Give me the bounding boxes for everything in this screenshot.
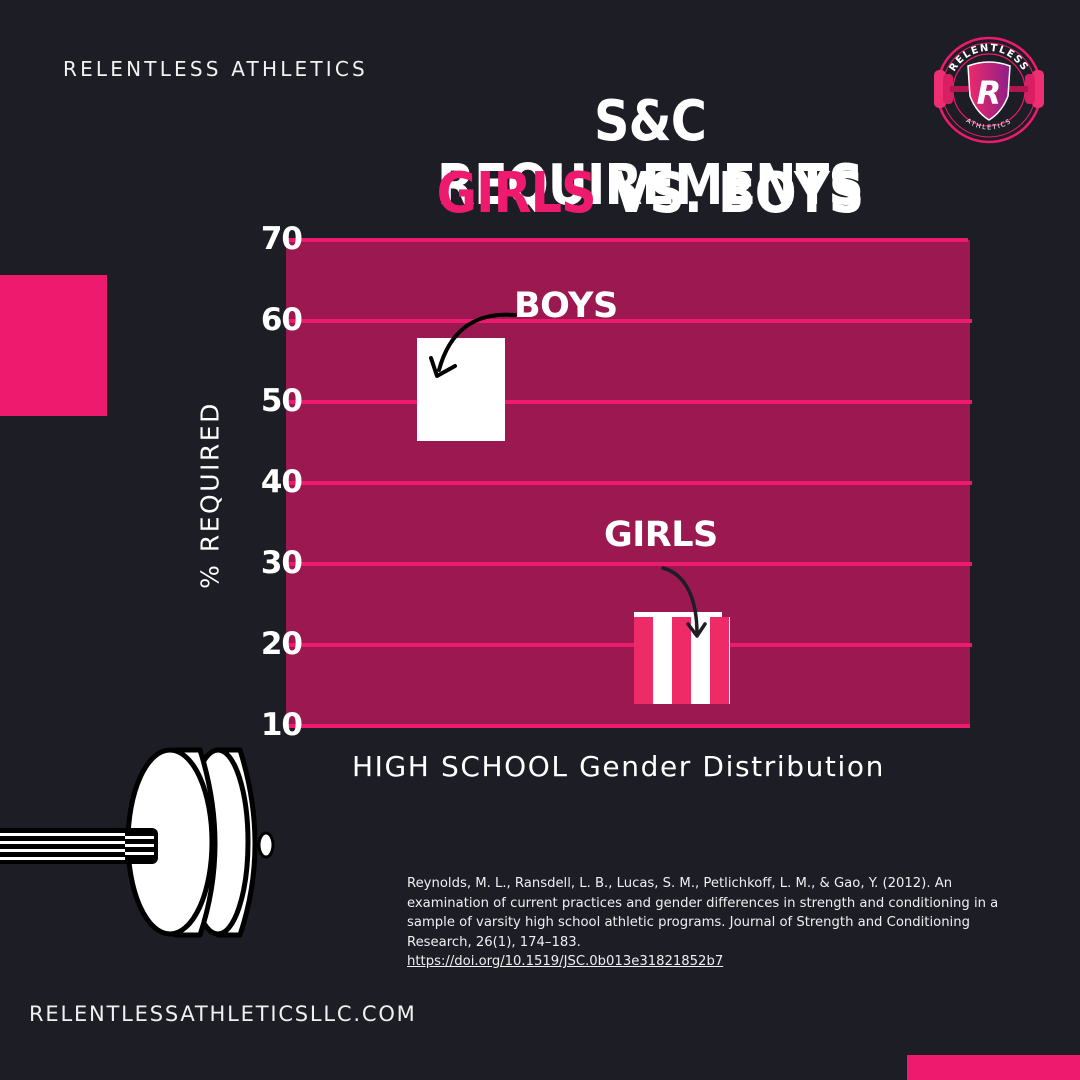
y-axis-label: % REQUIRED (195, 401, 225, 589)
bar-girls-cap (634, 612, 722, 617)
citation: Reynolds, M. L., Ransdell, L. B., Lucas,… (407, 874, 1037, 972)
website-url[interactable]: RELENTLESSATHLETICSLLC.COM (29, 1002, 417, 1026)
svg-text:R: R (977, 74, 1002, 112)
page-title-line2: GIRLS VS. BOYS (395, 162, 905, 226)
bar-boys (417, 338, 505, 441)
dumbbell-shield-logo-icon: R RELENTLESS ATHLETICS (934, 36, 1044, 144)
barbell-icon (0, 747, 275, 938)
y-tick-30: 30 (260, 545, 303, 581)
decorative-pink-bar (907, 1055, 1080, 1080)
bar-girls (634, 617, 730, 704)
gridline-30 (286, 562, 972, 566)
brand-logo: R RELENTLESS ATHLETICS (930, 34, 1048, 146)
brand-name: RELENTLESS ATHLETICS (63, 57, 368, 81)
x-axis-label: HIGH SCHOOL Gender Distribution (352, 750, 885, 783)
page-title-line1: S&C REQUIREMENTS (437, 89, 864, 218)
y-tick-40: 40 (260, 464, 303, 500)
arrow-girls-icon (661, 566, 707, 638)
y-tick-20: 20 (260, 626, 303, 662)
gridline-70 (286, 238, 968, 242)
label-girls: GIRLS (604, 515, 718, 555)
doi-link[interactable]: https://doi.org/10.1519/JSC.0b013e318218… (407, 954, 724, 969)
label-boys: BOYS (514, 286, 618, 326)
title-highlight-girls: GIRLS (436, 161, 597, 226)
gridline-40 (286, 481, 972, 485)
y-tick-50: 50 (260, 383, 303, 419)
y-tick-70: 70 (260, 221, 303, 257)
arrow-boys-icon (429, 312, 517, 378)
decorative-pink-square (0, 275, 107, 416)
gridline-50 (286, 400, 972, 404)
y-tick-10: 10 (260, 707, 303, 743)
gridline-20 (286, 643, 972, 647)
gridline-10 (286, 724, 970, 728)
citation-text: Reynolds, M. L., Ransdell, L. B., Lucas,… (407, 876, 999, 950)
y-tick-60: 60 (260, 302, 303, 338)
gridline-60 (286, 319, 972, 323)
title-rest: VS. BOYS (595, 161, 864, 226)
